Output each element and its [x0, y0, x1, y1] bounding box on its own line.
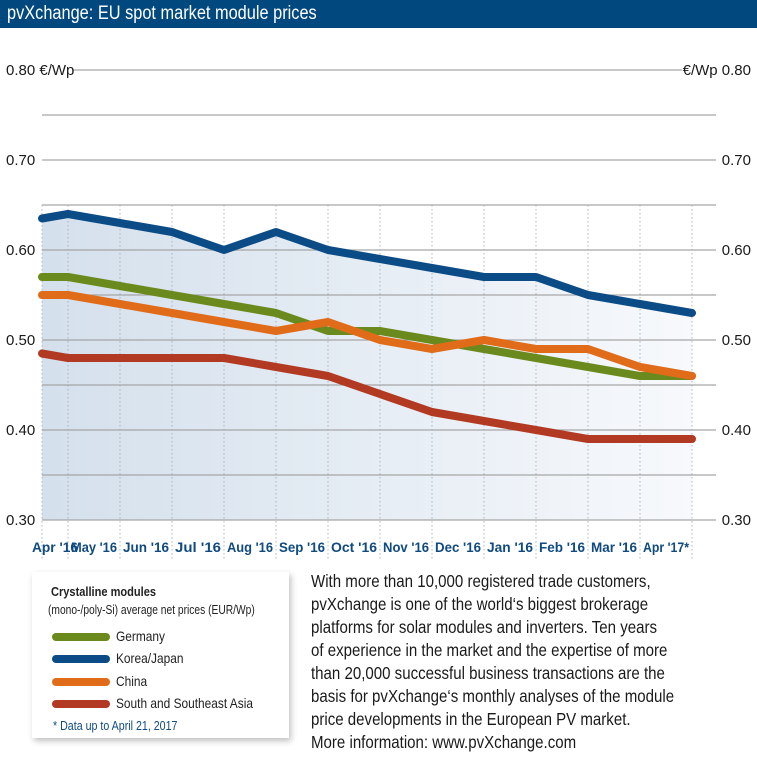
legend-item-korea-japan: Korea/Japan — [52, 650, 282, 668]
legend-label: South and Southeast Asia — [116, 695, 253, 711]
legend-label: Korea/Japan — [116, 650, 184, 666]
description-line: pvXchange is one of the world‘s biggest … — [311, 594, 649, 614]
y-tick-label-right: €/Wp 0.80 — [683, 62, 751, 79]
legend-swatch-korea-japan — [52, 655, 110, 663]
y-tick-label-left: 0.80 €/Wp — [6, 62, 74, 79]
y-tick-label-right: 0.50 — [722, 332, 751, 349]
x-tick-label: Jun '16 — [123, 539, 169, 555]
line-chart: 0.80 €/Wp €/Wp 0.80 0.70 0.70 0.60 0.60 0.50 0.… — [6, 62, 751, 560]
legend: Crystalline modules (mono-/poly-Si) aver… — [32, 572, 289, 738]
y-tick-label-right: 0.60 — [722, 242, 751, 259]
y-tick-label-left: 0.60 — [6, 242, 35, 259]
legend-swatch-china — [52, 678, 110, 686]
plot-area-fill — [42, 214, 692, 520]
description-line: than 20,000 successful business transact… — [311, 663, 665, 683]
x-tick-label: Apr '16 — [32, 539, 78, 555]
description-text: With more than 10,000 registered trade c… — [311, 570, 731, 754]
x-tick-label: May '16 — [71, 539, 117, 555]
title-bar: pvXchange: EU spot market module prices — [0, 0, 757, 28]
legend-label: China — [116, 673, 148, 689]
description-line: platforms for solar modules and inverter… — [311, 617, 658, 637]
series-line-south-and-southeast-asia — [38, 349, 696, 443]
description-line: price developments in the European PV ma… — [311, 709, 631, 729]
legend-item-china: China — [52, 673, 282, 691]
y-tick-label-right: 0.70 — [722, 152, 751, 169]
y-tick-label-right: 0.30 — [722, 512, 751, 529]
legend-heading: Crystalline modules — [51, 584, 157, 599]
y-tick-label-left: 0.30 — [6, 512, 35, 529]
y-tick-label-right: 0.40 — [722, 422, 751, 439]
legend-item-south-southeast-asia: South and Southeast Asia — [52, 695, 282, 713]
description-link[interactable]: More information: www.pvXchange.com — [311, 732, 577, 752]
series-line-china — [38, 291, 696, 380]
x-tick-label: Oct '16 — [331, 539, 377, 555]
data-footnote: * Data up to April 21, 2017 — [53, 718, 178, 733]
legend-item-germany: Germany — [52, 628, 282, 646]
x-tick-label: Feb '16 — [539, 539, 585, 555]
legend-label: Germany — [116, 628, 165, 644]
description-line: of experience in the market and the expe… — [311, 640, 668, 660]
x-tick-label: Apr '17* — [643, 539, 689, 555]
x-tick-label: Aug '16 — [227, 539, 273, 555]
chart-title: pvXchange: EU spot market module prices — [7, 3, 317, 24]
legend-swatch-germany — [52, 633, 110, 641]
x-tick-label: Dec '16 — [435, 539, 481, 555]
y-tick-label-left: 0.50 — [6, 332, 35, 349]
legend-swatch-south-southeast-asia — [52, 700, 110, 708]
legend-subheading: (mono-/poly-Si) average net prices (EUR/… — [48, 603, 255, 617]
x-tick-label: Jan '16 — [487, 539, 533, 555]
x-tick-label: Mar '16 — [591, 539, 637, 555]
x-tick-label: Nov '16 — [383, 539, 429, 555]
x-tick-label: Sep '16 — [279, 539, 325, 555]
y-tick-label-left: 0.70 — [6, 152, 35, 169]
description-line: basis for pvXchange‘s monthly analyses o… — [311, 686, 675, 706]
y-tick-label-left: 0.40 — [6, 422, 35, 439]
description-line: With more than 10,000 registered trade c… — [311, 571, 651, 591]
series-line-korea-japan — [38, 210, 696, 317]
x-tick-label: Jul '16 — [175, 539, 221, 555]
